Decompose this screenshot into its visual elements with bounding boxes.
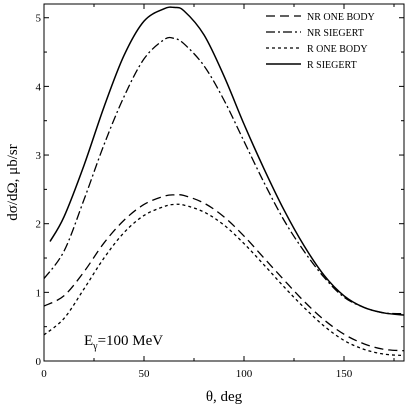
- y-tick-label: 4: [36, 81, 42, 93]
- plot-frame: [43, 3, 405, 362]
- y-tick-label: 2: [36, 219, 42, 231]
- energy-annotation: Eγ=100 MeV: [84, 333, 163, 352]
- y-axis-title: dσ/dΩ, μb/sr: [5, 144, 21, 220]
- x-tick-label: 0: [41, 368, 47, 380]
- x-tick-label: 50: [139, 368, 151, 380]
- y-tick-label: 1: [36, 287, 42, 299]
- annotation-subscript: γ: [92, 341, 98, 352]
- legend-label-3: R ONE BODY: [307, 44, 368, 55]
- series-line-2: [43, 36, 405, 315]
- legend-label-2: NR SIEGERT: [307, 28, 364, 39]
- legend-label-1: NR ONE BODY: [307, 12, 375, 23]
- series-line-4: [49, 6, 405, 316]
- y-tick-label: 5: [36, 13, 42, 25]
- series-line-1: [43, 193, 405, 352]
- y-tick-label: 3: [36, 150, 42, 162]
- legend: NR ONE BODY NR SIEGERT R ONE BODY R SIEGERT: [266, 12, 375, 71]
- x-axis-title: θ, deg: [206, 389, 243, 405]
- axis-ticks: 0 50 100 150 0 1 2 3 4 5: [36, 4, 404, 380]
- annotation-suffix: =100 MeV: [98, 333, 164, 349]
- annotation-prefix: E: [84, 333, 93, 349]
- y-tick-label: 0: [36, 356, 42, 368]
- x-tick-label: 150: [336, 368, 353, 380]
- series-curves: [43, 6, 405, 357]
- x-tick-label: 100: [236, 368, 253, 380]
- series-line-3: [43, 203, 405, 357]
- legend-label-4: R SIEGERT: [307, 60, 357, 71]
